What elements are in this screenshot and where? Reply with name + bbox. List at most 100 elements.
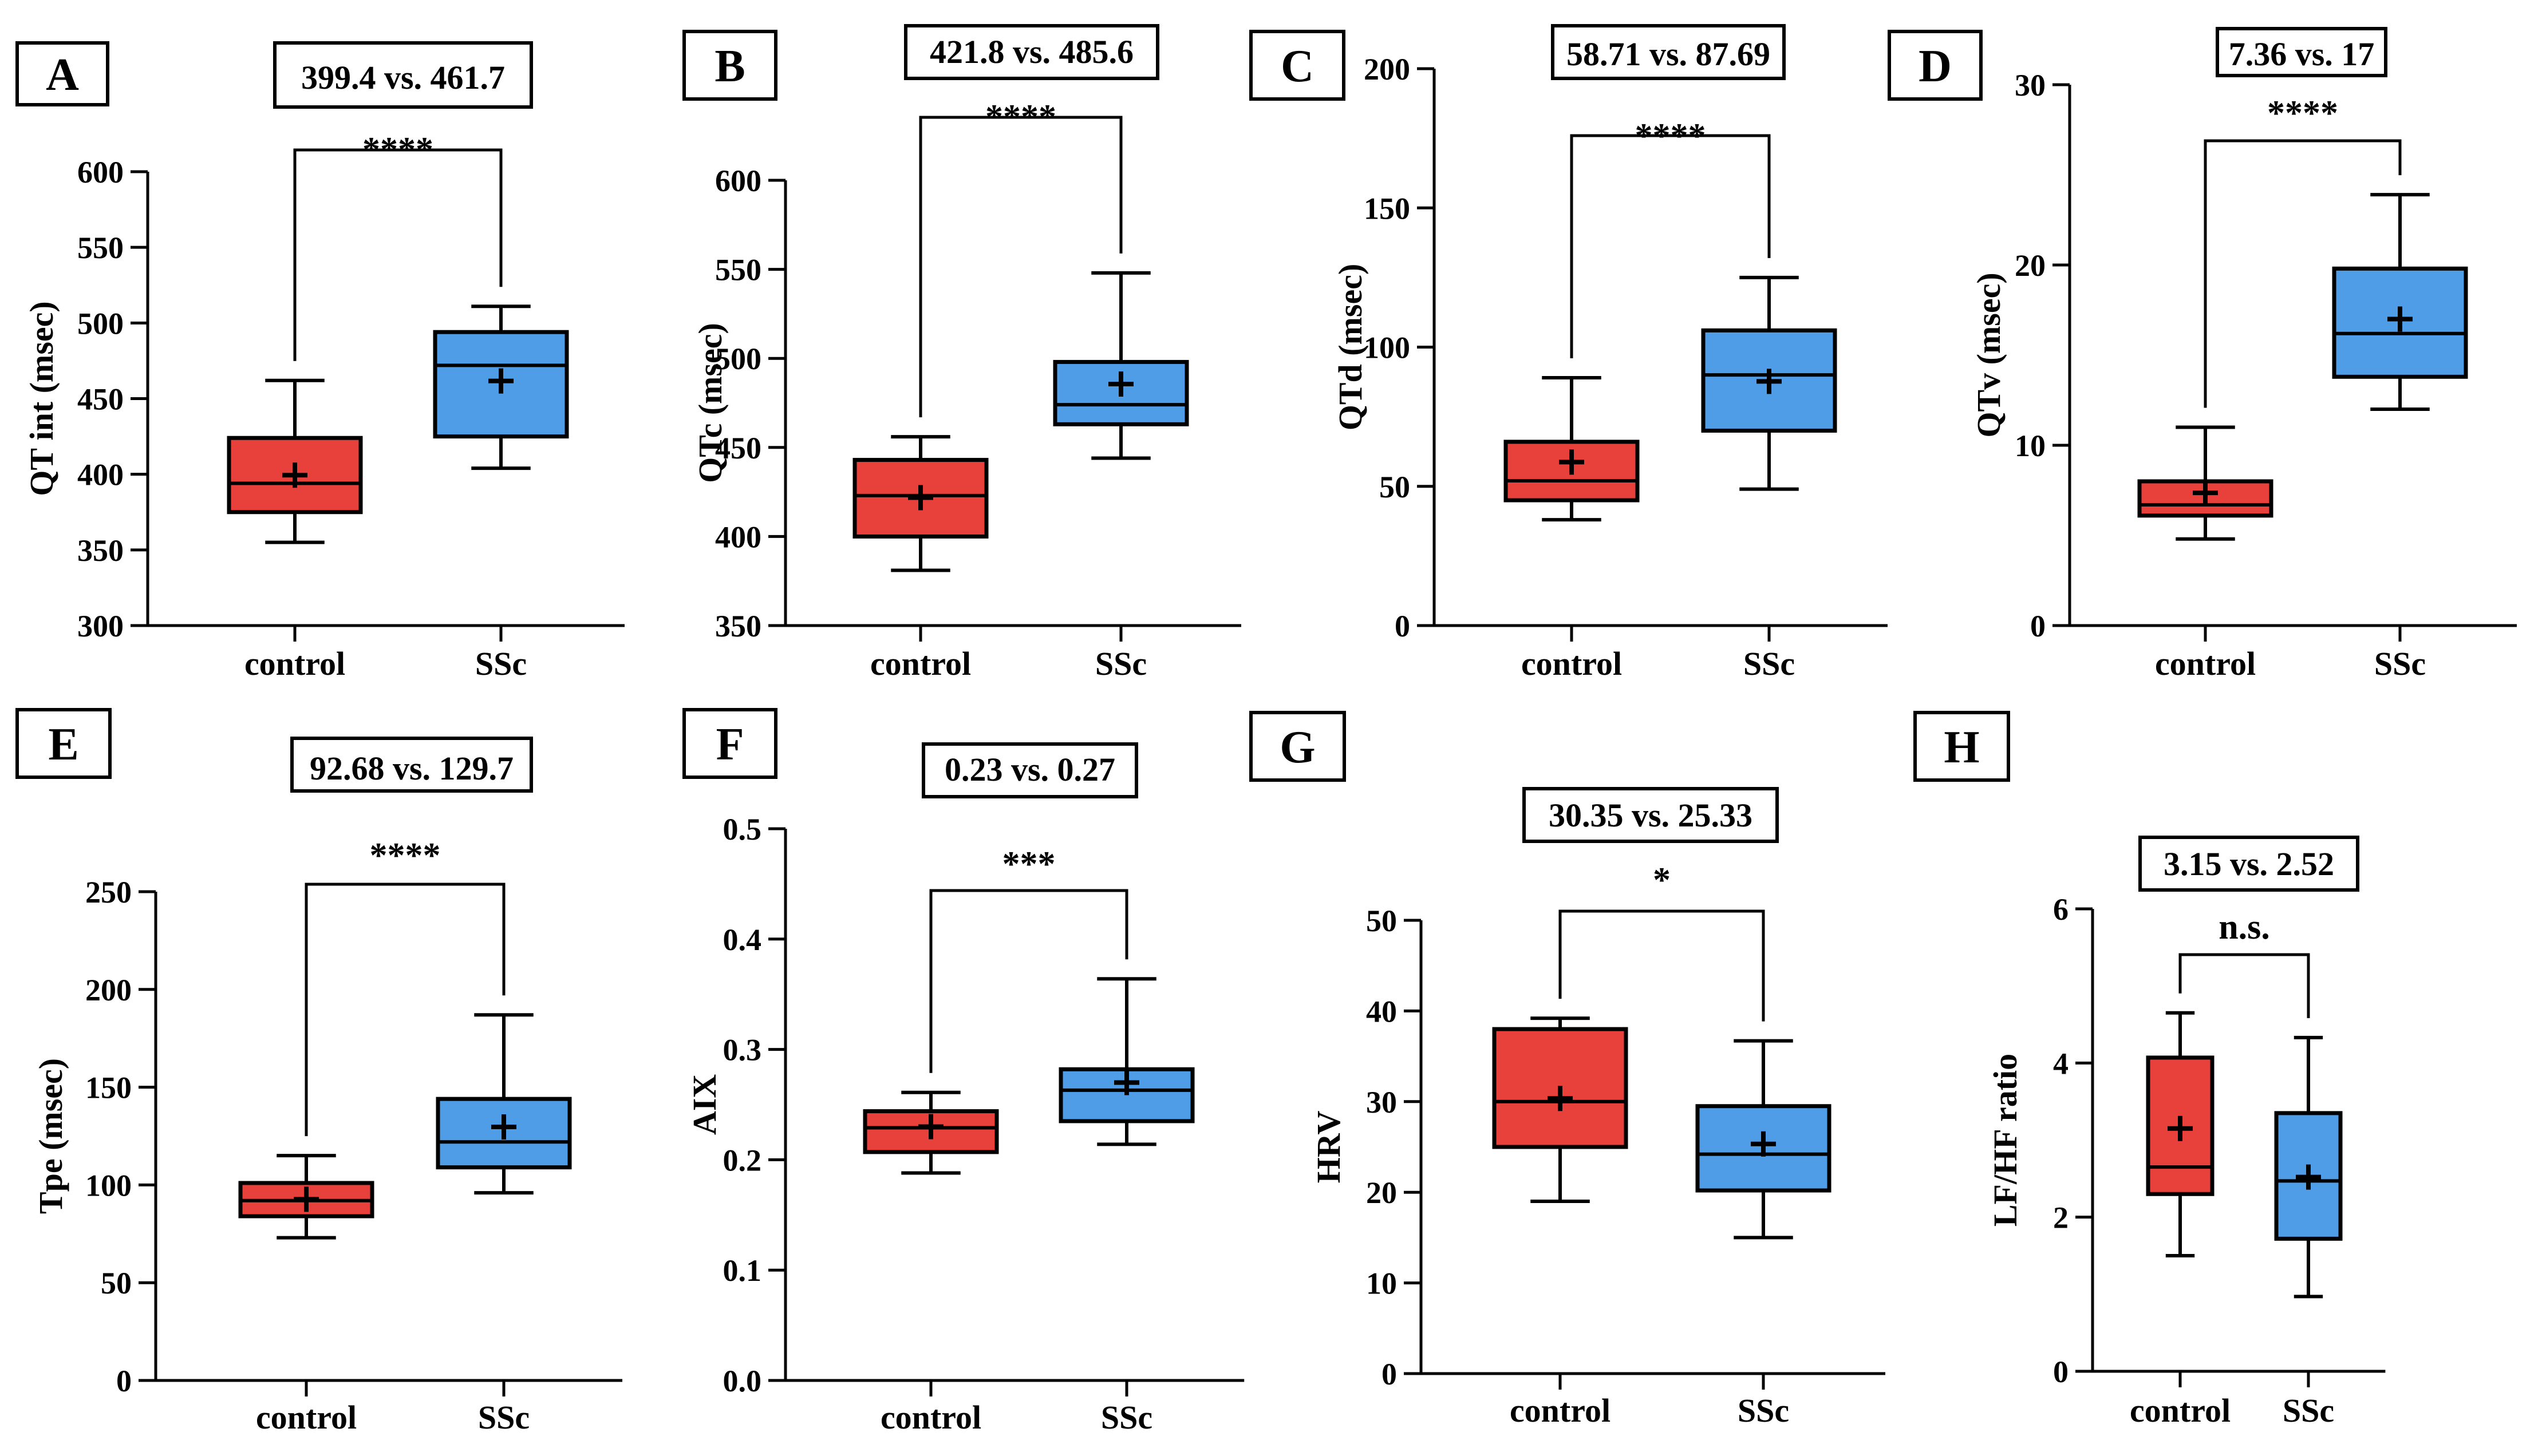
y-tick-label: 10	[1366, 1267, 1397, 1301]
significance-label: ****	[362, 130, 433, 169]
panel-label: E	[48, 719, 78, 770]
x-tick-label: control	[2130, 1392, 2231, 1429]
mean-marker	[1756, 369, 1782, 394]
y-tick-label: 30	[1366, 1085, 1397, 1119]
mean-marker	[1751, 1131, 1776, 1157]
y-tick-label: 20	[2015, 248, 2046, 283]
significance-bracket	[2204, 139, 2402, 408]
y-tick-label: 100	[1364, 331, 1410, 365]
y-tick-label: 500	[77, 306, 124, 341]
y-tick-label: 50	[1366, 904, 1397, 938]
box-ssc	[433, 304, 569, 470]
box-ssc	[436, 1013, 572, 1195]
y-tick-label: 0	[1395, 609, 1410, 643]
y-tick-label: 0	[2030, 609, 2046, 643]
comparison-text: 0.23 vs. 0.27	[945, 751, 1115, 788]
y-tick-label: 0.1	[723, 1253, 762, 1288]
box-control	[1492, 1016, 1628, 1204]
significance-bracket	[293, 148, 503, 361]
y-axis-label: QTd (msec)	[1332, 264, 1369, 431]
mean-marker	[282, 462, 307, 488]
panel-e: E 92.68 vs. 129.7 0 50 100 150 200 250 control SS…	[15, 708, 622, 1436]
y-tick-label: 550	[715, 253, 761, 287]
box-control	[1503, 376, 1640, 522]
box-control	[238, 1154, 374, 1240]
comparison-box	[2216, 27, 2387, 77]
mean-marker	[2168, 1115, 2193, 1141]
comparison-text: 3.15 vs. 2.52	[2164, 845, 2334, 883]
significance-label: ****	[370, 836, 441, 875]
box-control	[863, 1090, 999, 1175]
y-tick-label: 200	[85, 973, 132, 1007]
mean-marker	[2387, 306, 2413, 332]
y-tick-label: 50	[1379, 470, 1410, 504]
mean-marker	[1108, 371, 1134, 397]
panel-label-box	[15, 41, 109, 106]
mean-marker	[488, 368, 514, 394]
y-tick-label: 450	[715, 431, 761, 465]
mean-marker	[2296, 1164, 2321, 1190]
y-tick-label: 10	[2015, 429, 2046, 463]
y-tick-label: 600	[715, 164, 761, 198]
significance-label: ****	[2267, 94, 2338, 133]
x-tick-label: control	[2155, 645, 2256, 682]
y-tick-label: 50	[101, 1266, 132, 1300]
comparison-text: 399.4 vs. 461.7	[301, 59, 505, 96]
box-control	[227, 378, 363, 544]
y-tick-label: 350	[77, 533, 124, 568]
panel-label-box	[1249, 711, 1346, 782]
comparison-box	[290, 737, 533, 793]
panel-label-box	[682, 708, 777, 779]
y-tick-label: 500	[715, 342, 761, 376]
box-control	[2137, 425, 2273, 541]
mean-marker	[908, 485, 933, 511]
comparison-box	[922, 742, 1138, 798]
y-tick-label: 250	[85, 875, 132, 909]
x-tick-label: control	[1510, 1392, 1611, 1429]
y-tick-label: 4	[2053, 1046, 2069, 1081]
box-ssc	[2332, 193, 2468, 411]
significance-bracket	[1558, 909, 1765, 1022]
panel-f: F 0.23 vs. 0.27 0.0 0.1 0.2 0.3 0.4 0.5 control S…	[682, 708, 1245, 1436]
y-tick-label: 150	[85, 1071, 132, 1105]
comparison-box	[2138, 836, 2359, 892]
box-ssc	[2274, 1035, 2343, 1299]
significance-bracket	[1570, 134, 1771, 359]
comparison-text: 58.71 vs. 87.69	[1566, 35, 1770, 73]
significance-bracket	[929, 889, 1128, 1073]
significance-label: *	[1653, 861, 1671, 900]
panel-g: G 30.35 vs. 25.33 0 10 20 30 40 50 control SSc HRV…	[1249, 711, 1885, 1429]
mean-marker	[1548, 1086, 1573, 1111]
y-tick-label: 0.3	[723, 1033, 762, 1067]
y-tick-label: 100	[85, 1168, 132, 1202]
panel-label-box	[15, 708, 112, 779]
box-control	[2146, 1011, 2215, 1257]
panel-label: B	[715, 41, 745, 92]
significance-label: ****	[1635, 117, 1706, 156]
box-ssc	[1053, 271, 1189, 460]
y-tick-label: 550	[77, 231, 124, 265]
y-tick-label: 0.0	[723, 1364, 762, 1398]
y-tick-label: 6	[2053, 892, 2069, 927]
mean-marker	[1114, 1070, 1139, 1095]
panel-label-box	[682, 30, 777, 101]
panel-d: D 7.36 vs. 17 0 10 20 30 control SSc QTv (msec) *…	[1888, 27, 2517, 682]
panel-label: F	[716, 719, 744, 770]
panel-label-box	[1888, 30, 1983, 101]
panel-c: C 58.71 vs. 87.69 0 50 100 150 200 control SSc QT…	[1249, 24, 1888, 682]
significance-bracket	[2178, 953, 2310, 1018]
x-tick-label: control	[870, 645, 971, 682]
comparison-box	[273, 41, 533, 109]
comparison-box	[1551, 24, 1786, 80]
mean-marker	[918, 1114, 944, 1140]
panel-label: G	[1280, 722, 1315, 773]
x-tick-label: control	[256, 1399, 357, 1436]
x-tick-label: SSc	[2283, 1392, 2334, 1429]
panel-a: A 399.4 vs. 461.7 300 350 400 450 500 550 600 con…	[15, 41, 625, 682]
mean-marker	[294, 1186, 319, 1212]
panel-h: H 3.15 vs. 2.52 0 2 4 6 control SSc LF/HF ratio n…	[1913, 711, 2386, 1429]
x-tick-label: SSc	[2374, 645, 2426, 682]
x-tick-label: control	[881, 1399, 981, 1436]
x-tick-label: control	[1521, 645, 1622, 682]
